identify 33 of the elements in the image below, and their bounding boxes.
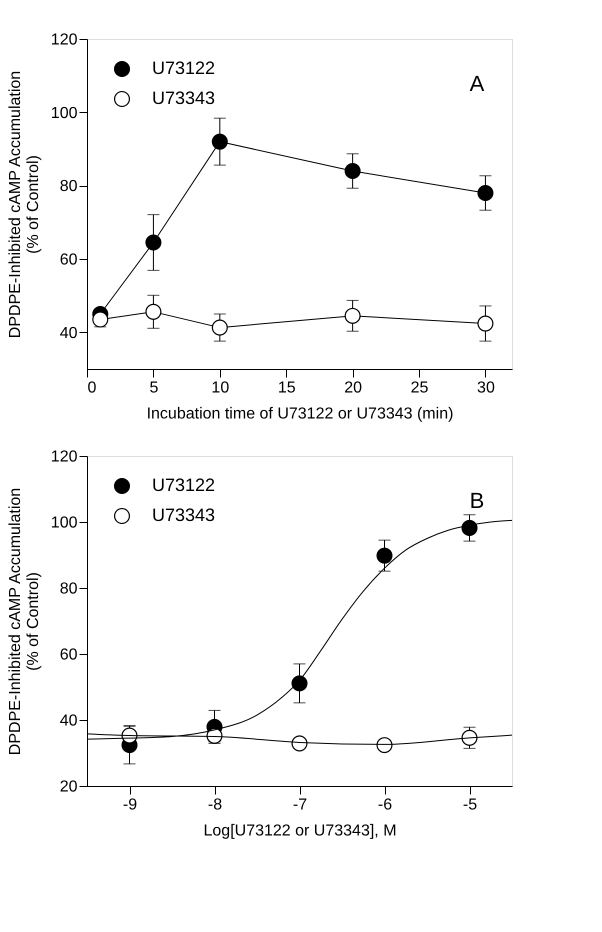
y-tick-label: 40 <box>60 324 78 342</box>
x-tick-label: 10 <box>211 380 230 396</box>
x-axis-title: Incubation time of U73122 or U73343 (min) <box>146 406 454 422</box>
x-tick-label: -8 <box>208 796 222 814</box>
y-tick-label: 100 <box>50 104 78 122</box>
legend-label: U73343 <box>152 505 216 525</box>
annotation: A <box>470 71 485 96</box>
y-tick-label: 80 <box>60 178 78 196</box>
y-tick-label: 60 <box>60 646 78 664</box>
x-tick-label: 0 <box>88 380 96 396</box>
x-tick-label: -6 <box>378 796 392 814</box>
x-tick-label: -7 <box>292 796 308 814</box>
x-tick-label: 20 <box>344 380 362 396</box>
annotation: B <box>470 488 484 513</box>
x-tick-label: 15 <box>278 380 296 396</box>
legend-label: U73122 <box>152 58 216 78</box>
y-tick-label: 20 <box>60 778 78 796</box>
x-tick-label: 25 <box>410 380 429 396</box>
x-tick-label: 30 <box>477 380 495 396</box>
y-axis-title: DPDPE-Inhibited cAMP Accumulation (% of Control) <box>6 70 42 338</box>
legend-label: U73122 <box>152 475 216 495</box>
y-tick-label: 60 <box>60 252 78 268</box>
x-tick-label: 5 <box>149 380 158 396</box>
x-tick-label: -9 <box>122 796 138 814</box>
y-axis-title: DPDPE-Inhibited cAMP Accumulation (% of Control) <box>6 488 42 756</box>
x-axis-title: Log[U73122 or U73343], M <box>203 822 397 840</box>
y-tick-label: 120 <box>50 32 78 48</box>
y-tick-label: 100 <box>50 514 78 532</box>
x-tick-label: -5 <box>462 796 478 814</box>
y-tick-label: 40 <box>60 712 78 730</box>
y-tick-label: 80 <box>60 580 78 598</box>
y-tick-label: 120 <box>50 448 78 466</box>
legend-label: U73343 <box>152 88 216 108</box>
